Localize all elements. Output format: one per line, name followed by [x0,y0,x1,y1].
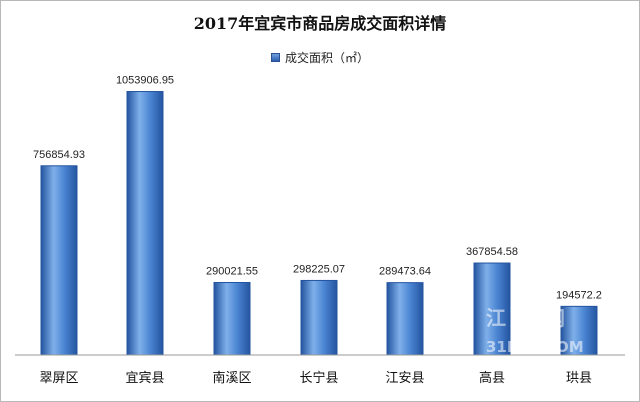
category-label-7: 珙县 [566,371,592,386]
category-label-2: 宜宾县 [125,370,164,386]
bar-1 [40,165,78,356]
legend-swatch [270,53,280,62]
value-label-3: 290021.55 [206,265,258,277]
category-label-5: 江安县 [385,371,424,386]
category-label-6: 高县 [479,370,505,386]
category-label-3: 南溪区 [212,370,251,386]
watermark-text-2: 网 [545,306,565,330]
category-label-4: 长宁县 [299,370,338,386]
legend-label: 成交面积（㎡） [284,51,369,65]
watermark: 江 网 31HO COM [486,306,584,356]
value-label-5: 289473.64 [379,266,431,278]
bar-2 [126,91,164,356]
chart-title: 2017年宜宾市商品房成交面积详情 [193,14,447,33]
watermark-text-3: 31HO [486,338,532,356]
watermark-text-1: 江 [486,306,506,330]
watermark-text-4: COM [545,338,584,356]
value-label-2: 1053906.95 [116,75,174,87]
value-label-6: 367854.58 [466,246,518,258]
bar-4 [300,279,338,356]
value-label-4: 298225.07 [293,263,345,275]
bar-3 [213,281,251,356]
category-label-1: 翠屏区 [39,371,78,386]
value-label-7: 194572.2 [556,289,602,301]
value-label-1: 756854.93 [33,149,85,161]
bar-7 [560,305,598,356]
legend: 成交面积（㎡） [0,49,640,66]
bar-5 [386,282,424,356]
